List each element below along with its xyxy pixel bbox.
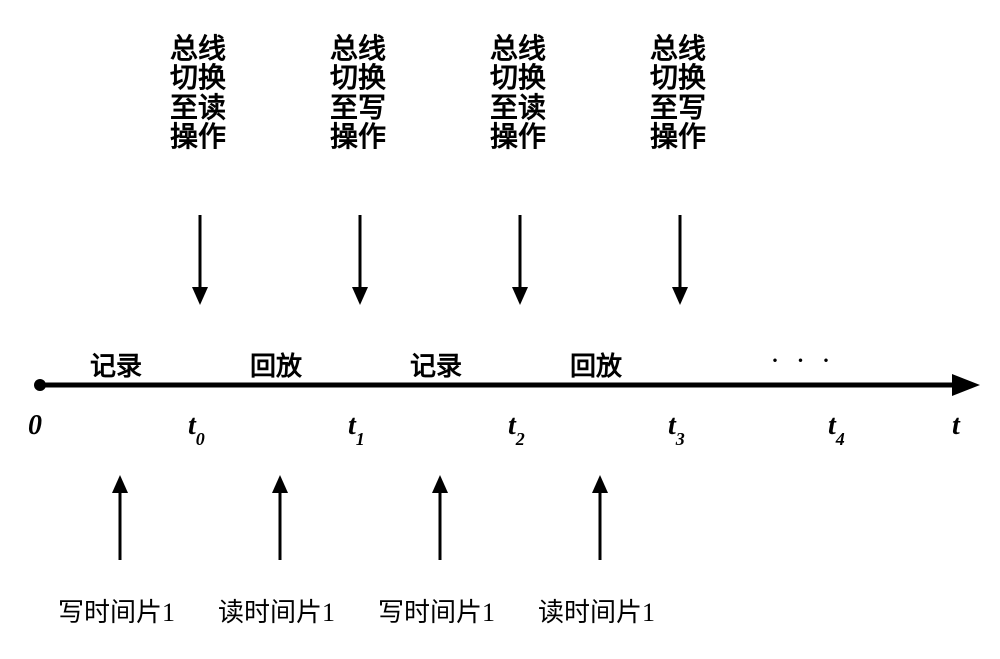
bottom-slot-label-0: 写时间片1 xyxy=(58,592,175,629)
top-column-label-3: 总线切换至写操作 xyxy=(650,35,706,153)
axis-end-label: t xyxy=(952,410,960,442)
segment-label-2: 记录 xyxy=(410,346,462,383)
origin-label: 0 xyxy=(28,410,42,442)
segment-label-0: 记录 xyxy=(90,346,142,383)
top-column-label-2: 总线切换至读操作 xyxy=(490,35,546,153)
top-column-label-1: 总线切换至写操作 xyxy=(330,35,386,153)
ellipsis-dots: · · · xyxy=(770,344,835,378)
bottom-slot-label-2: 写时间片1 xyxy=(378,592,495,629)
tick-label-t2: t2 xyxy=(508,410,525,446)
segment-label-3: 回放 xyxy=(570,346,622,383)
tick-label-t4: t4 xyxy=(828,410,845,446)
bottom-slot-label-3: 读时间片1 xyxy=(538,592,655,629)
tick-label-t1: t1 xyxy=(348,410,365,446)
tick-label-t3: t3 xyxy=(668,410,685,446)
top-column-label-0: 总线切换至读操作 xyxy=(170,35,226,153)
bottom-slot-label-1: 读时间片1 xyxy=(218,592,335,629)
segment-label-1: 回放 xyxy=(250,346,302,383)
tick-label-t0: t0 xyxy=(188,410,205,446)
